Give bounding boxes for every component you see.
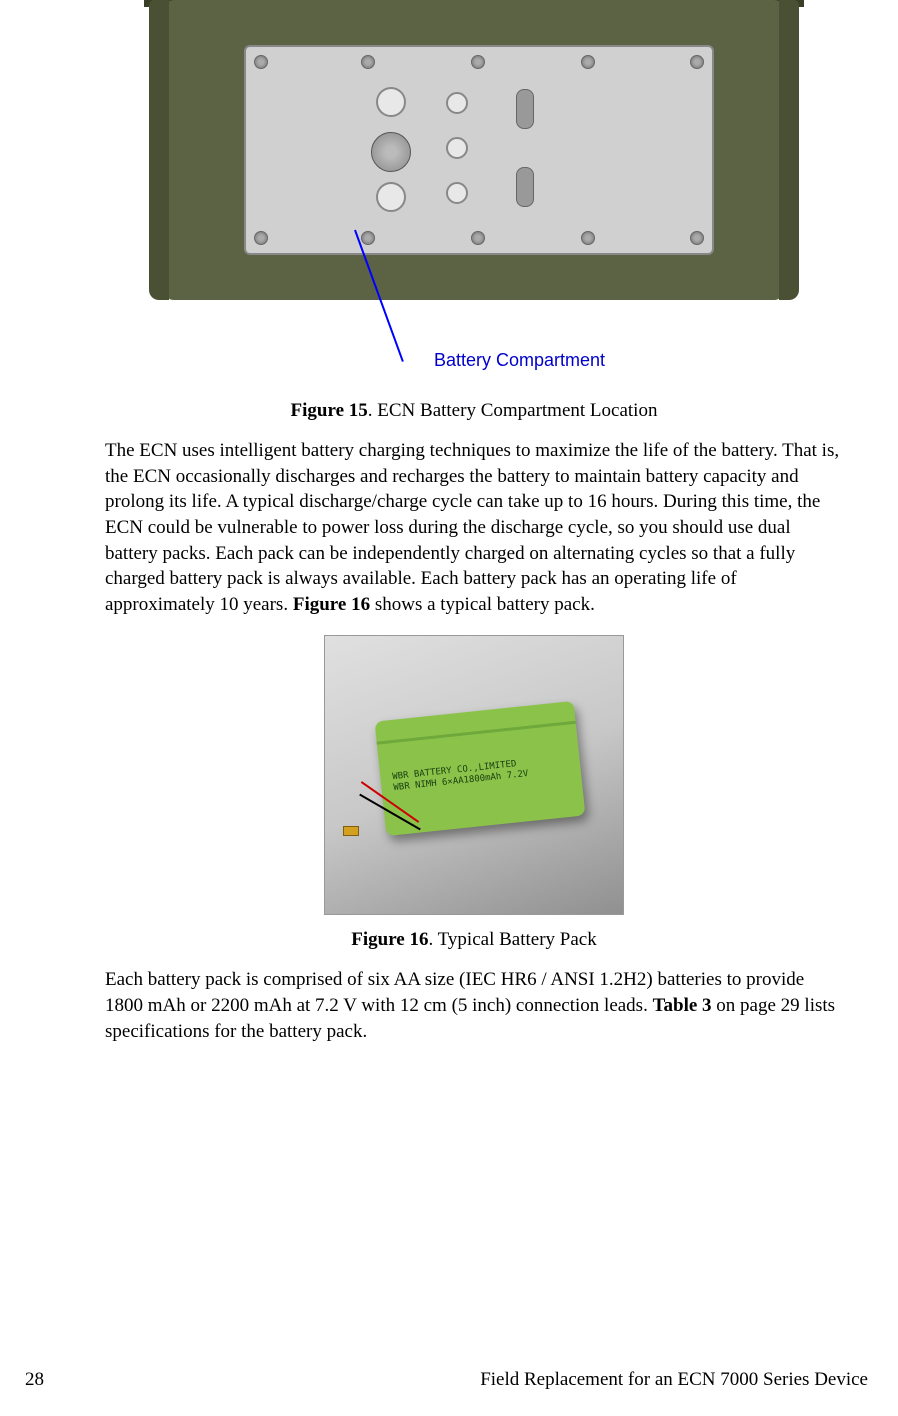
serial-connector-icon (516, 167, 534, 207)
figure-15-caption-text: . ECN Battery Compartment Location (368, 400, 658, 421)
screw-icon (581, 55, 595, 69)
footer-title: Field Replacement for an ECN 7000 Series… (480, 1369, 868, 1391)
screw-icon (254, 55, 268, 69)
connector-small-icon (446, 137, 468, 159)
dial-icon (371, 132, 411, 172)
connector-round-icon (376, 182, 406, 212)
screw-icon (471, 55, 485, 69)
screw-icon (690, 55, 704, 69)
connector-small-icon (446, 182, 468, 204)
figure-16-caption: Figure 16. Typical Battery Pack (105, 929, 843, 951)
paragraph-1-after: shows a typical battery pack. (370, 594, 595, 615)
battery-label-text: WBR BATTERY CO.,LIMITED WBR NIMH 6×AA180… (392, 759, 529, 795)
wire-connector (343, 826, 359, 836)
figure-15-illustration: Battery Compartment (105, 0, 843, 300)
paragraph-1-before: The ECN uses intelligent battery chargin… (105, 440, 839, 615)
page-number: 28 (25, 1369, 44, 1391)
screw-icon (471, 231, 485, 245)
front-panel (244, 45, 714, 255)
connector-small-icon (446, 92, 468, 114)
battery-pack-photo: WBR BATTERY CO.,LIMITED WBR NIMH 6×AA180… (324, 635, 624, 915)
serial-connector-icon (516, 89, 534, 129)
table-3-ref: Table 3 (653, 995, 712, 1016)
ecn-device-diagram: Battery Compartment (164, 0, 784, 300)
page-footer: 28 Field Replacement for an ECN 7000 Ser… (25, 1369, 868, 1391)
figure-15-caption: Figure 15. ECN Battery Compartment Locat… (105, 400, 843, 422)
screw-icon (690, 231, 704, 245)
screw-icon (254, 231, 268, 245)
screw-icon (361, 231, 375, 245)
figure-15-label: Figure 15 (291, 400, 368, 421)
paragraph-2: Each battery pack is comprised of six AA… (105, 967, 843, 1044)
figure-16-photo-container: WBR BATTERY CO.,LIMITED WBR NIMH 6×AA180… (105, 635, 843, 915)
connector-round-icon (376, 87, 406, 117)
figure-16-ref: Figure 16 (293, 594, 370, 615)
battery-cells: WBR BATTERY CO.,LIMITED WBR NIMH 6×AA180… (375, 701, 586, 836)
screw-icon (581, 231, 595, 245)
figure-16-label: Figure 16 (351, 929, 428, 950)
screw-icon (361, 55, 375, 69)
paragraph-1: The ECN uses intelligent battery chargin… (105, 438, 843, 617)
callout-label: Battery Compartment (434, 350, 605, 371)
figure-16-caption-text: . Typical Battery Pack (429, 929, 597, 950)
